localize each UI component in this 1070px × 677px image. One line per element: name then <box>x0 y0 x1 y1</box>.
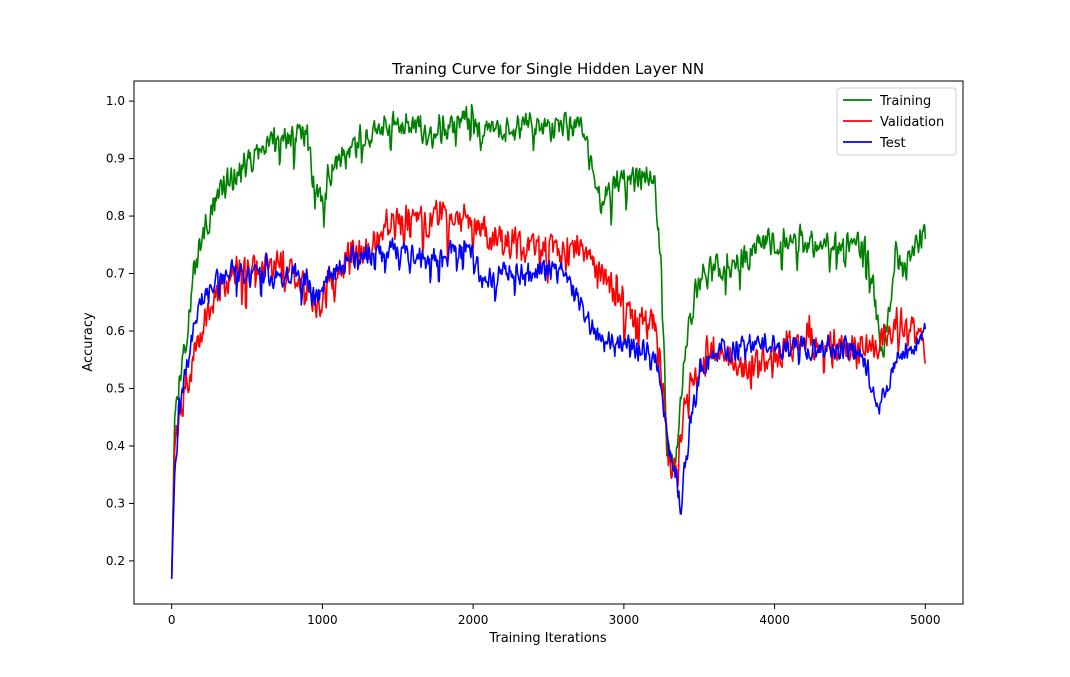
legend-box <box>836 87 957 156</box>
x-tick-label: 0 <box>168 613 176 627</box>
axis-ticks: 0 1000 2000 3000 4000 5000 0.2 0.3 0.4 0.5 0.6 0.7 0… <box>106 94 941 627</box>
y-tick-label: 0.2 <box>106 554 125 568</box>
legend-label-validation: Validation <box>880 115 944 130</box>
x-axis-title: Training Iterations <box>488 631 607 646</box>
legend-label-training: Training <box>879 94 931 109</box>
y-tick-label: 1.0 <box>106 94 125 108</box>
y-tick-label: 0.3 <box>106 496 125 510</box>
series-line-test <box>170 237 927 579</box>
y-tick-label: 0.7 <box>106 267 125 281</box>
series-line-training <box>170 103 927 580</box>
x-tick-label: 3000 <box>609 613 640 627</box>
plot-frame <box>133 80 964 605</box>
legend-label-test: Test <box>879 136 906 151</box>
y-tick-label: 0.9 <box>106 152 125 166</box>
series-layer <box>170 103 927 580</box>
y-tick-label: 0.6 <box>106 324 125 338</box>
x-tick-label: 4000 <box>759 613 790 627</box>
y-tick-label: 0.4 <box>106 439 125 453</box>
legend-items: Training Validation Test <box>843 94 944 151</box>
x-tick-label: 1000 <box>307 613 338 627</box>
x-tick-label: 2000 <box>458 613 489 627</box>
x-tick-label: 5000 <box>910 613 941 627</box>
y-tick-label: 0.5 <box>106 381 125 395</box>
chart-title: Traning Curve for Single Hidden Layer NN <box>391 60 704 78</box>
legend: Training Validation Test <box>836 87 957 156</box>
y-tick-label: 0.8 <box>106 209 125 223</box>
y-axis-title: Accuracy <box>81 312 96 372</box>
